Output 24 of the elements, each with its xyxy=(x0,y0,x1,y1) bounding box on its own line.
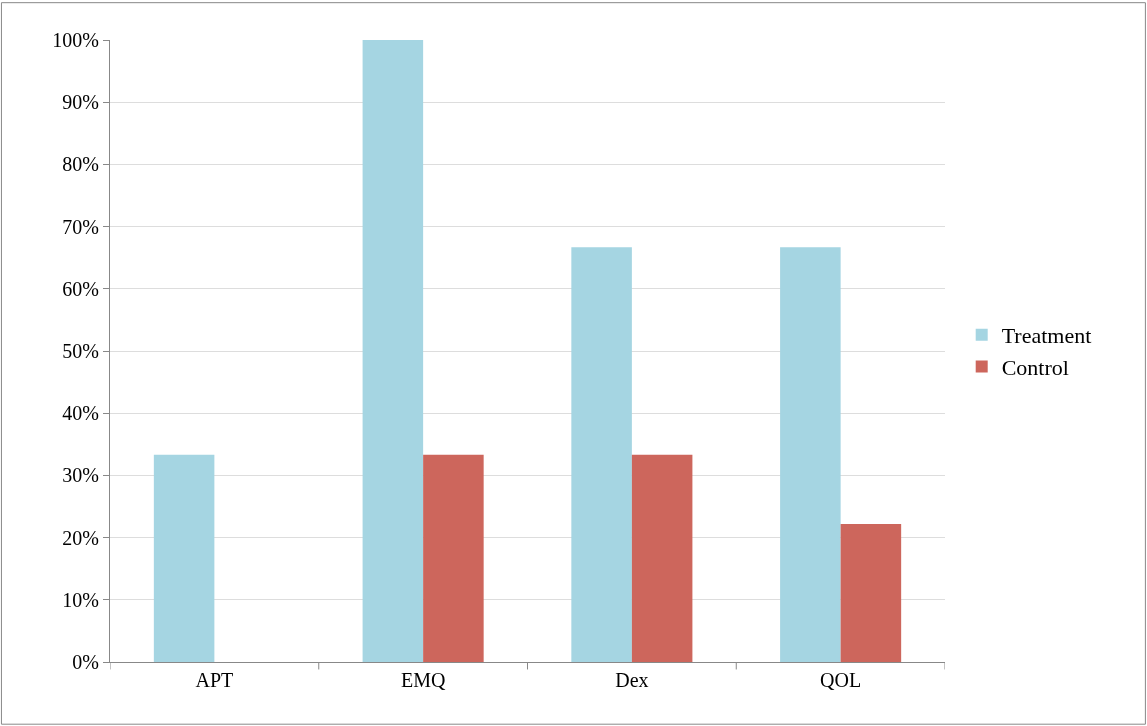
legend-label: Treatment xyxy=(1001,323,1092,349)
y-tick-label: 40% xyxy=(62,402,99,425)
y-tick-label: 90% xyxy=(62,91,99,114)
bar xyxy=(631,454,693,662)
y-tick-label: 70% xyxy=(62,215,99,238)
y-tick-label: 100% xyxy=(52,29,99,51)
y-tick-label: 60% xyxy=(62,277,99,300)
y-tick-label: 50% xyxy=(62,340,99,362)
y-tick-label: 20% xyxy=(62,526,99,549)
bar xyxy=(840,523,902,662)
legend-label: Control xyxy=(1001,354,1069,380)
x-tick-label: QOL xyxy=(820,669,862,691)
bar xyxy=(571,247,632,662)
x-tick-label: APT xyxy=(195,669,234,691)
y-tick-label: 10% xyxy=(62,588,99,611)
x-tick-label: Dex xyxy=(615,669,649,691)
bar xyxy=(423,454,484,662)
bar xyxy=(362,40,424,662)
bar xyxy=(153,454,215,662)
y-tick-label: 30% xyxy=(62,464,99,487)
x-tick-label: EMQ xyxy=(400,669,446,691)
y-tick-label: 80% xyxy=(62,153,99,176)
bar xyxy=(780,247,841,662)
y-tick-label: 0% xyxy=(72,651,99,673)
